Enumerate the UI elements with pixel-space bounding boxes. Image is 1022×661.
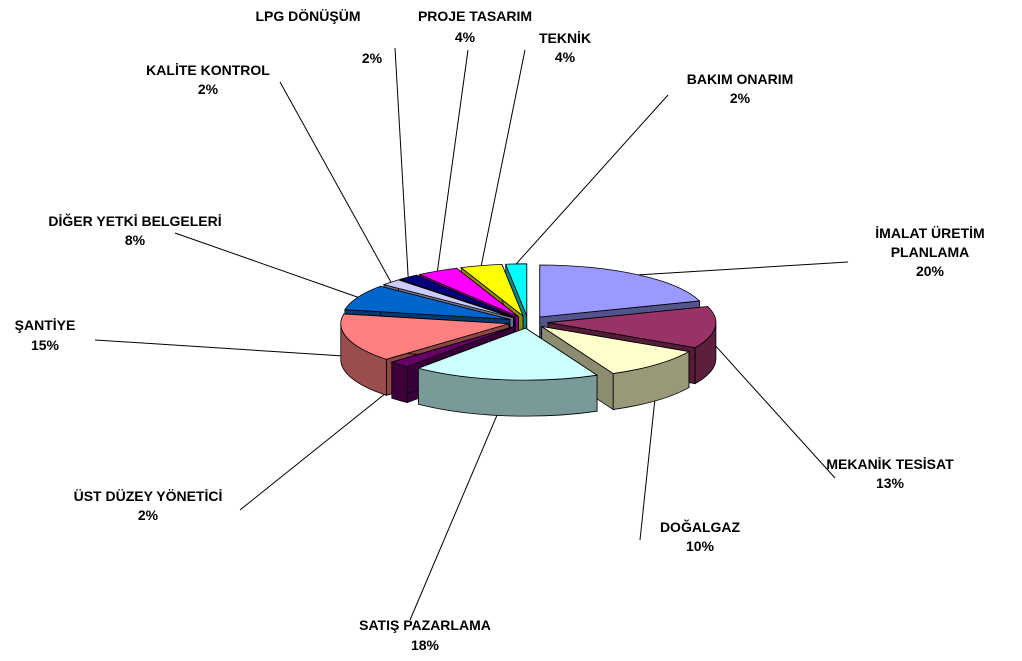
leader-line [409, 397, 505, 621]
slice-label: MEKANİK TESİSAT [826, 456, 954, 472]
slice-top [541, 326, 691, 374]
slice-top [340, 313, 509, 360]
slice-label: SATIŞ PAZARLAMA [359, 617, 491, 633]
slice-percent: 4% [554, 49, 576, 65]
slice-top [547, 306, 717, 349]
slice-label: PROJE TASARIM [417, 8, 533, 24]
slice-label: LPG DÖNÜŞÜM [255, 8, 361, 24]
slice-percent: 8% [124, 232, 146, 248]
slice-label: BAKIM ONARIM [686, 71, 794, 87]
slice-percent: 4% [454, 29, 476, 45]
slice-label: ŞANTİYE [14, 317, 76, 333]
slice-top [417, 327, 599, 381]
slice-percent: 2% [361, 50, 383, 66]
leader-line [639, 382, 658, 541]
leader-line [174, 232, 359, 298]
leader-line [714, 345, 836, 479]
slice-label: TEKNİK [538, 30, 592, 46]
slice-percent: 2% [137, 507, 159, 523]
slice-percent: 20% [915, 263, 945, 279]
slice-percent: 18% [410, 637, 440, 653]
leader-line [515, 94, 669, 265]
slice-wall [391, 361, 408, 404]
leader-line [279, 81, 392, 283]
leader-line [239, 382, 400, 511]
slice-label: ÜST DÜZEY YÖNETİCİ [73, 488, 223, 504]
slice [417, 327, 599, 417]
slice-label: DİĞER YETKİ BELGELERİ [48, 213, 222, 229]
slice-percent: 2% [729, 90, 751, 106]
slice-top [460, 263, 524, 318]
leader-line [638, 261, 849, 276]
slice-label: DOĞALGAZ [659, 519, 741, 535]
slice-top [539, 264, 701, 318]
slice-percent: 10% [685, 538, 715, 554]
slice-percent: 15% [30, 337, 60, 353]
slice-top [344, 285, 510, 320]
slice-label: KALİTE KONTROL [146, 62, 270, 78]
slice-label: İMALAT ÜRETİM PLANLAMA [875, 225, 985, 260]
slice-top [418, 267, 519, 317]
leader-line [480, 49, 526, 266]
leader-line [94, 339, 348, 357]
slice-top [390, 326, 515, 367]
slice-top [505, 263, 528, 316]
slice-top [398, 274, 516, 318]
slice-percent: 13% [875, 475, 905, 491]
slice-percent: 2% [197, 81, 219, 97]
leader-line [436, 49, 469, 272]
slice-top [382, 279, 514, 319]
leader-line [394, 47, 409, 278]
